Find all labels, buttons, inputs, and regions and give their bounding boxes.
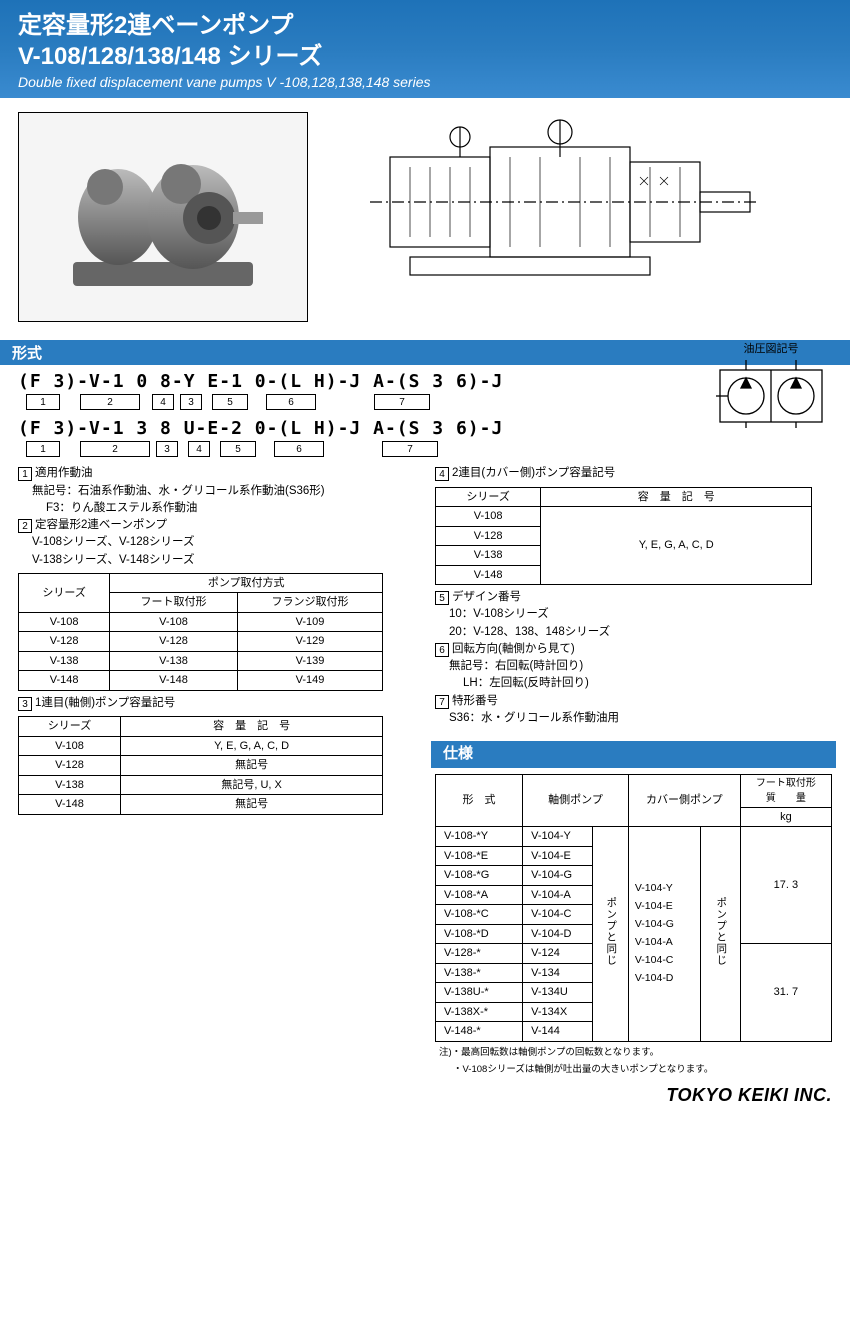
specification-table: 形 式 軸側ポンプ カバー側ポンプ フート取付形 質 量 kg V-108-*Y… (435, 774, 832, 1042)
legend-5-l2: 20：V-128、138、148シリーズ (435, 624, 832, 641)
capacity1-table: シリーズ 容 量 記 号 V-108Y, E, G, A, C, DV-128無… (18, 716, 383, 815)
product-photo (18, 112, 308, 322)
legend-2-l1: V-108シリーズ、V-128シリーズ (18, 534, 415, 551)
legend-right-col: 42連目(カバー側)ポンプ容量記号 シリーズ 容 量 記 号 V-108Y, E… (435, 465, 832, 1077)
legend-1-l2: F3：りん酸エステル系作動油 (18, 500, 415, 517)
hero-section (0, 98, 850, 332)
legend-6-l1: 無記号：右回転(時計回り) (435, 658, 832, 675)
legend-left-col: 1適用作動油 無記号：石油系作動油、水・グリコール系作動油(S36形) F3：り… (18, 465, 415, 1077)
section-spec-bar: 仕様 (431, 741, 836, 768)
number-row-1: 1 2 4 3 5 6 7 (18, 394, 832, 410)
model-line-2: (F 3)-V-1 3 8 U-E-2 0-(L H)-J A-(S 3 6)-… (18, 418, 832, 439)
hydraulic-symbol-label: 油圧図記号 (716, 340, 826, 356)
legend-1-title: 適用作動油 (35, 467, 93, 479)
legend-6-title: 回転方向(軸側から見て) (452, 643, 575, 655)
mount-type-table: シリーズ ポンプ取付方式 フート取付形 フランジ取付形 V-108V-108V-… (18, 573, 383, 691)
technical-drawing (328, 112, 832, 292)
legend-7-l1: S36：水・グリコール系作動油用 (435, 710, 832, 727)
spec-note-2: ・V-108シリーズは軸側が吐出量の大きいポンプとなります。 (435, 1063, 832, 1077)
title-jp-line1: 定容量形2連ベーンポンプ (18, 10, 832, 41)
company-footer: TOKYO KEIKI INC. (0, 1077, 850, 1110)
hydraulic-symbol-block: 油圧図記号 (716, 340, 826, 431)
legend-2-l2: V-138シリーズ、V-148シリーズ (18, 552, 415, 569)
title-en: Double fixed displacement vane pumps V -… (18, 74, 832, 90)
number-row-2: 1 2 3 4 5 6 7 (18, 441, 832, 457)
legend-3-title: 1連目(軸側)ポンプ容量記号 (35, 697, 175, 709)
hydraulic-symbol-icon (716, 358, 826, 428)
legend-5-l1: 10：V-108シリーズ (435, 606, 832, 623)
capacity2-table: シリーズ 容 量 記 号 V-108Y, E, G, A, C, DV-128V… (435, 487, 812, 586)
legend-6-l2: LH：左回転(反時計回り) (435, 675, 832, 692)
legend-2-title: 定容量形2連ベーンポンプ (35, 519, 167, 531)
model-line-1: (F 3)-V-1 0 8-Y E-1 0-(L H)-J A-(S 3 6)-… (18, 371, 832, 392)
legend-4-title: 2連目(カバー側)ポンプ容量記号 (452, 467, 615, 479)
legend-7-title: 特形番号 (452, 695, 498, 707)
page-header: 定容量形2連ベーンポンプ V-108/128/138/148 シリーズ Doub… (0, 0, 850, 98)
spec-note-1: 注)・最高回転数は軸側ポンプの回転数となります。 (435, 1046, 832, 1060)
legend-5-title: デザイン番号 (452, 591, 521, 603)
title-jp-line2: V-108/128/138/148 シリーズ (18, 41, 832, 72)
legend-1-l1: 無記号：石油系作動油、水・グリコール系作動油(S36形) (18, 483, 415, 500)
